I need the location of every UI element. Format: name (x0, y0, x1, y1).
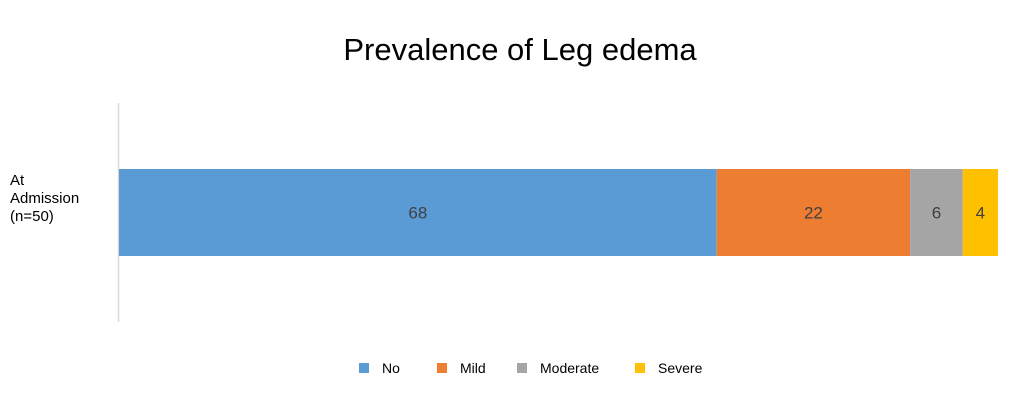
legend-label: No (382, 360, 400, 376)
legend-swatch (517, 363, 527, 373)
legend-swatch (359, 363, 369, 373)
category-label: At Admission (n=50) (10, 172, 110, 226)
data-label-mild: 22 (804, 204, 823, 223)
bar-segment-mild (716, 169, 911, 256)
legend-label: Mild (460, 360, 486, 376)
data-label-severe: 4 (976, 204, 985, 223)
legend-swatch (635, 363, 645, 373)
data-label-moderate: 6 (932, 204, 941, 223)
bar-segment-moderate (910, 169, 963, 256)
bar-segment-no (119, 169, 717, 256)
legend-label: Moderate (540, 360, 600, 376)
legend-item-moderate: Moderate (517, 360, 599, 376)
chart-title: Prevalence of Leg edema (343, 32, 697, 67)
bar-segments: 68 22 6 4 (119, 169, 998, 256)
category-label-line: Admission (10, 190, 80, 207)
bar-segment-severe (962, 169, 998, 256)
legend: No Mild Moderate Severe (0, 360, 1024, 380)
legend-label: Severe (658, 360, 703, 376)
category-label-line: (n=50) (10, 208, 54, 225)
legend-swatch (437, 363, 447, 373)
legend-item-no: No (359, 360, 400, 376)
legend-item-mild: Mild (437, 360, 486, 376)
legend-item-severe: Severe (635, 360, 702, 376)
data-label-no: 68 (408, 204, 427, 223)
category-label-line: At (10, 172, 25, 189)
